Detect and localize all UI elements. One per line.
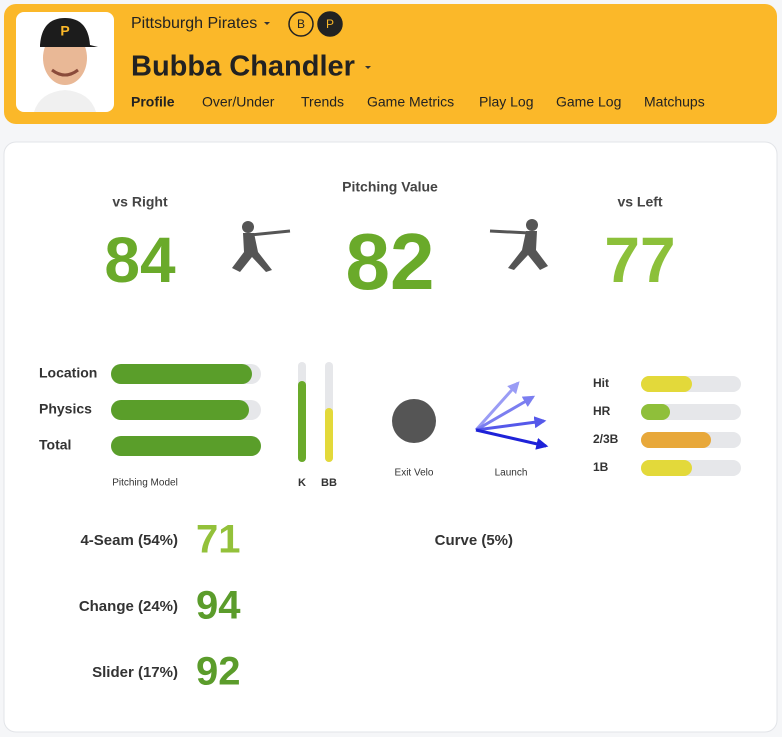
team-dropdown: [264, 22, 270, 25]
profile-card: [3, 141, 778, 733]
nav-tab[interactable]: Profile: [131, 94, 175, 110]
launch-label: Launch: [495, 468, 528, 479]
exit-velo-icon: [392, 399, 436, 443]
nav-tab[interactable]: Trends: [301, 94, 344, 110]
pitch-score: 71: [196, 518, 241, 562]
header-card: [4, 4, 777, 124]
score-label: vs Left: [617, 194, 662, 210]
badge[interactable]: [317, 11, 343, 37]
nav-tab[interactable]: Game Metrics: [367, 94, 454, 110]
player-name: Bubba Chandler: [131, 51, 355, 83]
model-bar: [111, 364, 252, 384]
launch-icon: [474, 381, 549, 450]
discipline-label: BB: [321, 477, 337, 489]
team-name[interactable]: Pittsburgh Pirates: [131, 15, 257, 32]
player-photo: P: [16, 12, 114, 112]
svg-text:P: P: [60, 23, 69, 39]
discipline-label: K: [298, 477, 306, 489]
model-caption: Pitching Model: [112, 478, 178, 489]
outcome-bar: [641, 460, 692, 476]
outcome-label: 1B: [593, 460, 609, 474]
pitch-score: 94: [196, 584, 241, 628]
badge[interactable]: [288, 11, 314, 37]
pitch-label: Change (24%): [79, 598, 178, 615]
model-label: Location: [39, 365, 97, 381]
model-bar: [111, 436, 261, 456]
nav-tab[interactable]: Play Log: [479, 94, 533, 110]
outcome-bar: [641, 376, 692, 392]
pitch-label: Curve (5%): [435, 532, 513, 549]
discipline-bar: [298, 381, 306, 462]
player-dropdown: [365, 66, 371, 69]
badge-label[interactable]: B: [297, 17, 305, 31]
outcome-label: HR: [593, 404, 611, 418]
outcome-label: Hit: [593, 376, 609, 390]
score-value: 84: [104, 224, 176, 296]
nav-tab[interactable]: Game Log: [556, 94, 621, 110]
outcome-bar: [641, 404, 670, 420]
model-label: Physics: [39, 401, 92, 417]
pitch-score: 92: [196, 650, 241, 694]
discipline-bar: [325, 408, 333, 462]
outcome-label: 2/3B: [593, 432, 619, 446]
exit-velo-label: Exit Velo: [395, 468, 434, 479]
model-bar: [111, 400, 249, 420]
score-value: 82: [346, 217, 435, 306]
badge-label[interactable]: P: [326, 17, 334, 31]
nav-tab[interactable]: Matchups: [644, 94, 705, 110]
score-label: vs Right: [112, 194, 168, 210]
batter-right: [232, 221, 291, 272]
batter-left: [489, 219, 548, 270]
nav-tab[interactable]: Over/Under: [202, 94, 275, 110]
outcome-bar: [641, 432, 711, 448]
pitch-label: 4-Seam (54%): [80, 532, 178, 549]
score-label: Pitching Value: [342, 179, 438, 195]
score-value: 77: [604, 224, 675, 296]
model-label: Total: [39, 437, 71, 453]
pitch-label: Slider (17%): [92, 664, 178, 681]
